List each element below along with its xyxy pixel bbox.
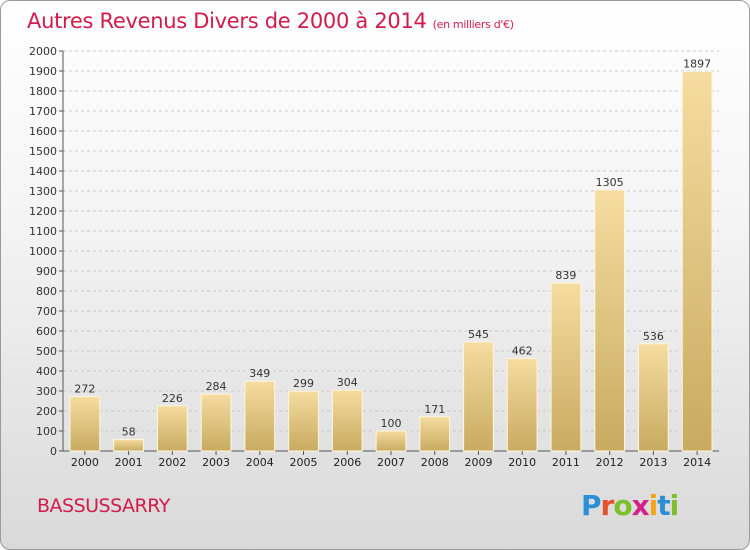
value-label: 272 [74, 383, 95, 396]
bar-2009 [463, 341, 494, 452]
bar-2005 [288, 390, 319, 452]
y-tick-label: 1300 [29, 185, 57, 198]
x-tick-label: 2013 [639, 456, 667, 469]
value-label: 304 [337, 376, 358, 389]
y-tick-label: 1500 [29, 145, 57, 158]
x-tick-label: 2014 [683, 456, 711, 469]
y-tick-label: 600 [36, 325, 57, 338]
y-tick-label: 900 [36, 265, 57, 278]
value-label: 226 [162, 392, 183, 405]
bar-2001 [113, 438, 144, 452]
x-tick-label: 2008 [421, 456, 449, 469]
y-tick-label: 300 [36, 385, 57, 398]
value-label: 536 [643, 330, 664, 343]
value-label: 171 [424, 403, 445, 416]
value-label: 462 [512, 345, 533, 358]
x-tick-label: 2000 [71, 456, 99, 469]
bar-2006 [331, 389, 363, 452]
y-tick-label: 400 [36, 365, 57, 378]
bar-2007 [375, 430, 407, 452]
bar-2003 [200, 393, 232, 452]
x-tick-label: 2011 [552, 456, 580, 469]
chart-title: Autres Revenus Divers de 2000 à 2014 (en … [27, 9, 514, 33]
y-tick-label: 0 [50, 445, 57, 458]
y-tick-label: 100 [36, 425, 57, 438]
value-label: 299 [293, 377, 314, 390]
x-tick-label: 2001 [115, 456, 143, 469]
y-tick-label: 1700 [29, 105, 57, 118]
bar-2000 [69, 396, 101, 452]
title-text: Autres Revenus Divers de 2000 à 2014 [27, 9, 427, 33]
x-tick-label: 2012 [596, 456, 624, 469]
y-tick-label: 1800 [29, 85, 57, 98]
logo-letter: i [669, 489, 680, 522]
proxiti-logo: Proxiti [581, 489, 680, 522]
y-tick-label: 1400 [29, 165, 57, 178]
unit-note: (en milliers d'€) [432, 18, 514, 31]
x-tick-label: 2002 [158, 456, 186, 469]
value-label: 58 [122, 425, 136, 438]
bar-2013 [638, 343, 669, 452]
x-tick-label: 2005 [290, 456, 318, 469]
x-tick-label: 2007 [377, 456, 405, 469]
logo-letter: i [648, 489, 659, 522]
logo-letter: x [631, 489, 650, 522]
y-tick-label: 200 [36, 405, 57, 418]
y-tick-label: 800 [36, 285, 57, 298]
value-label: 839 [555, 269, 576, 282]
x-tick-label: 2010 [508, 456, 536, 469]
x-tick-label: 2004 [246, 456, 274, 469]
y-tick-label: 1000 [29, 245, 57, 258]
value-label: 1897 [683, 58, 711, 71]
bar-2014 [681, 71, 713, 452]
logo-letter: P [581, 489, 602, 522]
y-tick-label: 1600 [29, 125, 57, 138]
y-tick-label: 2000 [29, 45, 57, 58]
bar-2008 [419, 416, 451, 452]
y-tick-label: 1200 [29, 205, 57, 218]
value-label: 100 [381, 417, 402, 430]
x-tick-label: 2006 [333, 456, 361, 469]
value-label: 349 [249, 367, 270, 380]
y-tick-label: 700 [36, 305, 57, 318]
logo-letter: t [657, 489, 670, 522]
bar-2011 [550, 282, 582, 452]
value-label: 545 [468, 328, 489, 341]
bar-2002 [156, 405, 188, 452]
bar-2004 [244, 380, 276, 452]
value-label: 1305 [596, 176, 624, 189]
x-tick-label: 2003 [202, 456, 230, 469]
commune-name: BASSUSSARRY [37, 495, 170, 517]
y-tick-label: 500 [36, 345, 57, 358]
y-tick-label: 1900 [29, 65, 57, 78]
y-tick-label: 1100 [29, 225, 57, 238]
value-label: 284 [206, 380, 227, 393]
bar-2012 [594, 189, 626, 452]
logo-letter: o [613, 489, 632, 522]
bar-2010 [506, 358, 538, 452]
x-tick-label: 2009 [464, 456, 492, 469]
logo-letter: r [600, 489, 615, 522]
